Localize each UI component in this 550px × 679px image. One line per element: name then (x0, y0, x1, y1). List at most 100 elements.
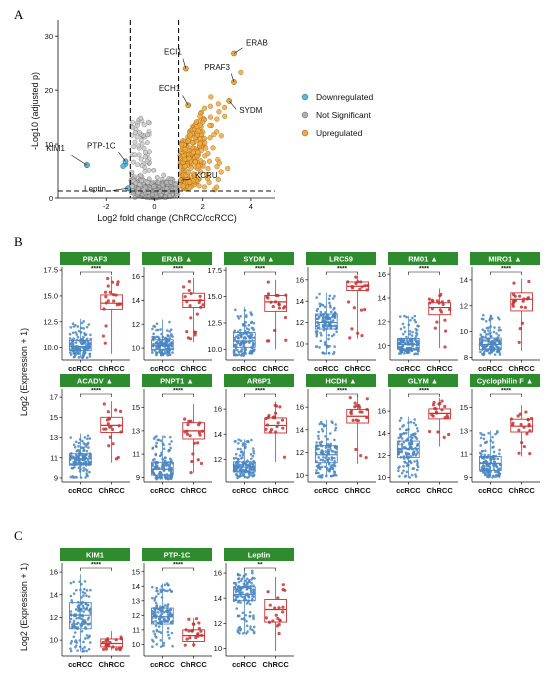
jitter-point (72, 621, 75, 625)
jitter-point (248, 473, 252, 477)
facet-y-tick-label: 9 (464, 473, 468, 482)
volcano-point-up (204, 172, 210, 178)
jitter-point (103, 290, 108, 294)
jitter-point (237, 458, 240, 461)
jitter-point (168, 330, 172, 333)
volcano-point-ns (141, 146, 147, 151)
jitter-point (183, 643, 187, 647)
significance-stars: **** (419, 388, 430, 395)
jitter-point (69, 581, 73, 585)
jitter-point (166, 627, 170, 630)
jitter-point (155, 586, 159, 590)
jitter-point (154, 611, 157, 615)
jitter-point (492, 330, 496, 334)
volcano-point-up (222, 113, 228, 119)
jitter-point (284, 338, 288, 342)
volcano-point-ns (146, 194, 151, 200)
volcano-point-ns (157, 189, 162, 195)
volcano-point-ns (137, 130, 142, 135)
jitter-point (326, 448, 330, 452)
volcano-point-ns (146, 167, 152, 173)
jitter-point (321, 325, 325, 328)
jitter-point (241, 611, 245, 615)
facet-title: KIM1 (86, 551, 104, 560)
facet: PNPT1 ▲ 9 11 13 15 ccRCC ChRCC **** (132, 374, 212, 495)
jitter-point (354, 275, 358, 279)
jitter-point (363, 307, 367, 312)
volcano-point-up (207, 122, 213, 129)
facet-x-category: ChRCC (345, 486, 372, 495)
jitter-point (75, 333, 79, 336)
jitter-point (481, 449, 485, 453)
jitter-point (330, 420, 334, 423)
jitter-point (511, 292, 516, 297)
jitter-point (87, 595, 91, 598)
jitter-point (271, 304, 275, 309)
significance-stars: **** (173, 562, 184, 569)
facet-y-tick-label: 12 (132, 320, 140, 329)
jitter-point (410, 473, 414, 477)
volcano-labeled-point (231, 50, 237, 57)
facet-y-tick-label: 12.5 (207, 319, 222, 328)
jitter-point (159, 350, 162, 354)
volcano-point-ns (131, 159, 136, 165)
jitter-point (88, 634, 91, 638)
jitter-point (89, 333, 92, 337)
facet-y-tick-label: 14 (214, 430, 222, 439)
facet: Leptin 10 12 14 16 ccRCC ChRCC ** (214, 548, 294, 669)
jitter-point (82, 594, 85, 597)
jitter-point (416, 429, 420, 433)
facet-y-tick-label: 14 (214, 594, 222, 603)
jitter-point (76, 455, 79, 459)
volcano-point-ns (151, 183, 157, 189)
jitter-point (155, 335, 158, 339)
facet-y-tick-label: 15 (132, 567, 140, 576)
jitter-point (403, 330, 407, 333)
volcano-plot: -2 0 2 4 0 10 20 30 Log2 fold change (ChRCC/ccR… (30, 20, 373, 223)
volcano-point-up (195, 149, 201, 155)
jitter-point (185, 637, 189, 641)
facet-x-category: ChRCC (263, 364, 290, 373)
facet-y-tick-label: 13 (132, 596, 140, 605)
jitter-point (251, 454, 255, 458)
jitter-point (266, 280, 270, 284)
jitter-point (80, 624, 84, 627)
jitter-point (447, 432, 451, 437)
volcano-point-ns (129, 184, 135, 189)
jitter-point (316, 434, 320, 438)
jitter-point (283, 588, 287, 592)
jitter-point (397, 450, 401, 454)
jitter-point (318, 346, 321, 349)
volcano-point-label: ECH1 (159, 84, 181, 93)
jitter-point (326, 315, 330, 319)
jitter-point (479, 350, 482, 354)
jitter-point (315, 441, 318, 444)
jitter-point (237, 438, 241, 441)
jitter-point (76, 649, 79, 652)
jitter-point (104, 295, 108, 299)
jitter-point (168, 342, 172, 346)
jitter-point (251, 447, 255, 450)
jitter-point (480, 317, 484, 321)
jitter-point (108, 290, 112, 294)
jitter-point (249, 589, 253, 593)
jitter-point (487, 326, 490, 330)
facet-x-category: ccRCC (478, 364, 503, 373)
jitter-point (479, 338, 483, 341)
facet-y-tick-label: 17.5 (207, 266, 222, 275)
jitter-point (73, 465, 76, 469)
volcano-point-labels: ERAB ECI1 PRAF3 ECH1 SYDM KIM1 PTP-1C KCRU Lepti… (46, 38, 268, 193)
legend-swatch (301, 129, 309, 137)
jitter-point (330, 458, 333, 462)
jitter-point (234, 588, 237, 591)
jitter-point (397, 469, 400, 473)
jitter-point (235, 473, 238, 476)
jitter-point (405, 470, 409, 474)
jitter-point (235, 607, 239, 610)
facet-y-tick-label: 12 (460, 301, 468, 310)
volcano-x-axis-title: Log2 fold change (ChRCC/ccRCC) (97, 213, 237, 223)
volcano-label-leader (182, 95, 189, 106)
volcano-threshold-lines (58, 20, 275, 198)
jitter-point (402, 469, 405, 472)
